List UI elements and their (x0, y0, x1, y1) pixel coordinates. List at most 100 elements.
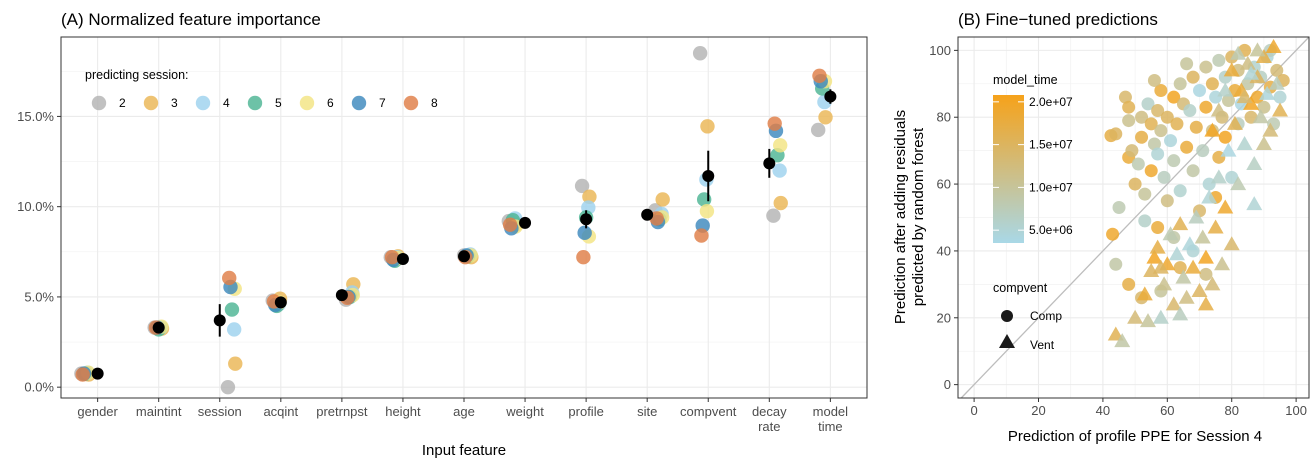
vent-point (1226, 115, 1243, 130)
color-legend-label: 1.5e+07 (1029, 138, 1073, 152)
vent-point (1172, 306, 1189, 321)
vent-point (1149, 239, 1166, 254)
session-6-point (699, 203, 715, 219)
vent-point (1139, 313, 1156, 328)
panel-b-y-axis-label: Prediction after adding residuals predic… (892, 110, 927, 324)
comp-point (1112, 200, 1126, 214)
comp-point (1218, 130, 1232, 144)
panel-b: (B) Fine−tuned predictions 0 20 40 60 80 1000… (892, 10, 1310, 445)
vent-point (1217, 82, 1234, 97)
legend-label-session-2: 2 (119, 96, 126, 110)
x-tick-label: 60 (1160, 403, 1174, 418)
x-tick-label: height (385, 404, 421, 419)
session-8-point (75, 367, 90, 382)
mean-point (580, 213, 593, 226)
x-tick-label: compvent (680, 404, 737, 419)
panel-b-border (957, 36, 1310, 399)
legend-symbol-session-5 (247, 95, 263, 111)
panel-b-y-axis-label-line-2: predicted by random forest (910, 127, 927, 306)
legend-label-session-6: 6 (327, 96, 334, 110)
x-tick-label: 40 (1096, 403, 1110, 418)
vent-point (1181, 236, 1198, 251)
legend-symbol-session-8 (403, 95, 419, 111)
legend-symbol-session-6 (299, 95, 315, 111)
vent-point (1252, 109, 1269, 124)
x-tick-label: 100 (1285, 403, 1307, 418)
comp-point (1170, 117, 1184, 131)
mean-point (152, 321, 165, 334)
comp-point (1128, 177, 1142, 191)
comp-point (1151, 221, 1165, 235)
vent-point (1165, 296, 1182, 311)
x-tick-label: session (198, 404, 242, 419)
comp-point (1160, 194, 1174, 208)
panel-a-legend: predicting session: 2 3 4 5 6 7 8 (85, 68, 438, 111)
y-tick-label: 20 (937, 310, 951, 325)
vent-point (1272, 102, 1289, 117)
comp-point (1183, 104, 1197, 118)
comp-point (1147, 73, 1161, 87)
comp-point (1225, 170, 1239, 184)
comp-point (1167, 154, 1181, 168)
x-tick-label: weight (505, 404, 544, 419)
mean-point (763, 157, 776, 170)
vent-point (1230, 176, 1247, 191)
vent-point (1243, 65, 1260, 80)
comp-point (1205, 77, 1219, 91)
comp-point (1118, 90, 1132, 104)
vent-point (1168, 246, 1185, 261)
comp-point (1270, 63, 1284, 77)
panel-b-title: (B) Fine−tuned predictions (958, 10, 1158, 29)
x-tick-label: site (637, 404, 657, 419)
color-legend-label: 1.0e+07 (1029, 180, 1073, 194)
session-8-point (694, 228, 709, 243)
vent-point (1152, 259, 1169, 274)
comp-point (1122, 277, 1136, 291)
session-2-point (810, 122, 826, 138)
mean-point (458, 250, 470, 263)
session-5-point (224, 302, 240, 317)
vent-point (1223, 236, 1240, 251)
session-2-point (692, 46, 708, 61)
color-legend-label: 2.0e+07 (1029, 95, 1073, 109)
comp-point (1131, 157, 1145, 171)
vent-point (1175, 269, 1192, 284)
session-8-point (502, 217, 518, 232)
x-tick-label: rate (758, 419, 780, 434)
vent-point (1255, 135, 1272, 150)
vent-point (1236, 89, 1253, 104)
x-tick-label: time (818, 419, 843, 434)
vent-point (1146, 249, 1163, 264)
shape-legend-vent-label: Vent (1030, 338, 1055, 352)
vent-point (1207, 219, 1224, 234)
session-3-point (773, 195, 788, 211)
comp-point (1154, 124, 1168, 138)
y-tick-label: 0 (944, 377, 951, 392)
legend-label-session-3: 3 (171, 96, 178, 110)
comp-point (1141, 97, 1155, 111)
comp-point (1109, 127, 1123, 141)
vent-point (1152, 309, 1169, 324)
comp-point (1186, 164, 1200, 178)
comp-point (1180, 140, 1194, 154)
legend-label-session-4: 4 (223, 96, 230, 110)
session-3-point (582, 189, 597, 204)
shape-legend-comp-symbol (1001, 310, 1013, 322)
x-tick-label: 80 (1224, 403, 1238, 418)
mean-point (702, 169, 715, 182)
vent-point (1185, 259, 1202, 274)
comp-point (1212, 53, 1226, 67)
color-legend-label: 5.0e+06 (1029, 223, 1073, 237)
comp-point (1135, 130, 1149, 144)
vent-point (1188, 209, 1205, 224)
comp-point (1193, 83, 1207, 97)
vent-point (1217, 199, 1234, 214)
panel-a-x-axis-label: Input feature (422, 442, 506, 459)
vent-point (1194, 229, 1211, 244)
session-8-point (384, 250, 400, 265)
x-tick-label: acqint (263, 404, 298, 419)
legend-symbol-session-3 (143, 95, 159, 111)
panel-a-title: (A) Normalized feature importance (61, 10, 321, 29)
comp-point (1180, 57, 1194, 71)
y-tick-label: 15.0% (17, 109, 54, 124)
